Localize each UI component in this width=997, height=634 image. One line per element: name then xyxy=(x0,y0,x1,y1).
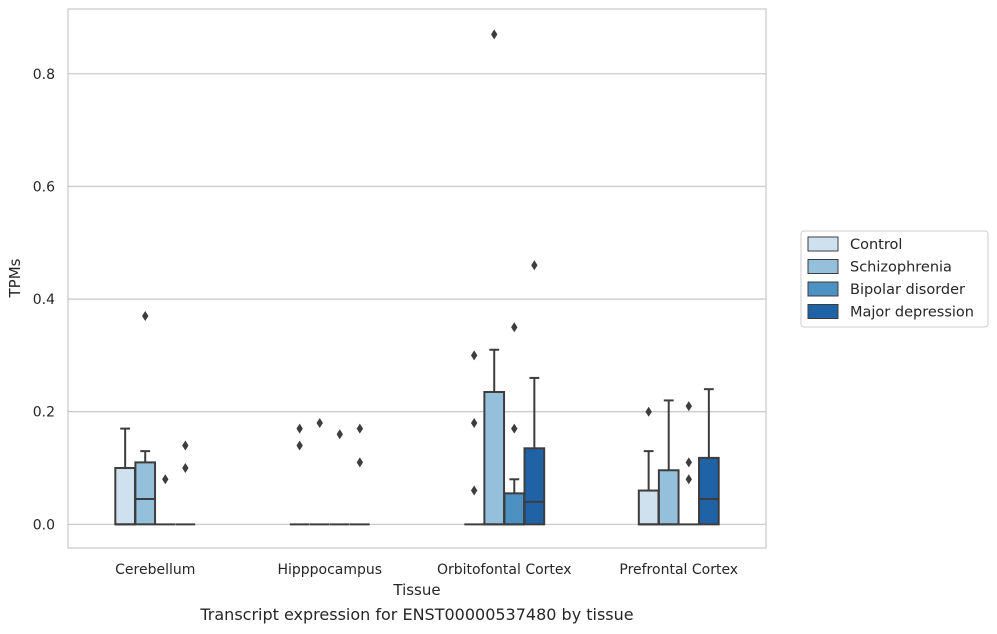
box-bipolar-disorder xyxy=(678,401,699,526)
outlier-point xyxy=(470,417,478,428)
outlier-point xyxy=(162,474,169,485)
y-axis-label: TPMs xyxy=(6,258,24,298)
box-control xyxy=(464,350,484,526)
legend-label: Major depression xyxy=(850,305,974,321)
box-body xyxy=(523,447,546,526)
outlier-point xyxy=(142,310,149,321)
y-tick-label: 0.6 xyxy=(33,179,55,195)
box-schizophrenia xyxy=(134,310,157,526)
x-axis-label: Tissue xyxy=(392,581,440,599)
outlier-point xyxy=(531,260,538,271)
box-major-depression xyxy=(698,388,720,526)
x-tick-label: Prefrontal Cortex xyxy=(619,562,738,578)
outlier-point xyxy=(316,417,323,428)
box-body xyxy=(637,489,660,526)
y-tick-label: 0.4 xyxy=(33,292,55,308)
outlier-point xyxy=(182,440,189,451)
outlier-point xyxy=(511,423,518,434)
y-tick-labels: 0.0 0.2 0.4 0.6 0.8 xyxy=(33,67,55,534)
box-body xyxy=(114,467,136,526)
box-schizophrenia xyxy=(309,417,330,526)
box-bipolar-disorder xyxy=(155,474,176,526)
box-bipolar-disorder xyxy=(503,322,526,526)
x-tick-labels: Cerebellum Hipppocampus Orbitofontal Corte… xyxy=(115,562,738,578)
legend-label: Control xyxy=(850,237,902,253)
y-tick-label: 0.8 xyxy=(33,67,55,83)
box-body xyxy=(698,456,720,526)
outlier-point xyxy=(511,322,518,333)
legend-label: Schizophrenia xyxy=(850,260,952,276)
outlier-point xyxy=(182,463,189,474)
box-major-depression xyxy=(175,440,196,526)
outlier-point xyxy=(645,406,652,417)
x-tick-label: Orbitofontal Cortex xyxy=(437,562,572,578)
legend-frame xyxy=(800,230,989,328)
chart-caption: Transcript expression for ENST0000053748… xyxy=(200,605,634,624)
box-body xyxy=(657,469,680,526)
outlier-point xyxy=(685,401,692,412)
outlier-point xyxy=(685,474,692,485)
y-tick-label: 0.0 xyxy=(33,517,55,533)
legend-label: Bipolar disorder xyxy=(850,282,965,298)
legend-swatch xyxy=(807,259,839,274)
plot-frame xyxy=(67,8,767,549)
box-control xyxy=(114,427,136,526)
box-bipolar-disorder xyxy=(329,429,350,526)
y-tick-label: 0.2 xyxy=(33,405,55,421)
box-control xyxy=(289,423,310,526)
outlier-point xyxy=(296,423,303,434)
box-major-depression xyxy=(350,423,370,526)
legend-swatch xyxy=(807,281,839,297)
outlier-point xyxy=(470,350,478,361)
x-tick-label: Cerebellum xyxy=(115,562,195,578)
box-body xyxy=(483,390,506,526)
outlier-point xyxy=(336,429,343,440)
box-schizophrenia xyxy=(483,29,506,526)
outlier-point xyxy=(491,29,498,40)
legend-swatch xyxy=(807,304,839,319)
outlier-point xyxy=(356,457,364,468)
outlier-point xyxy=(685,457,692,468)
box-series xyxy=(114,29,720,526)
box-major-depression xyxy=(523,260,546,526)
box-body xyxy=(503,492,526,526)
box-body xyxy=(134,461,157,526)
outlier-point xyxy=(470,485,478,496)
box-control xyxy=(637,406,660,526)
box-schizophrenia xyxy=(657,399,680,526)
outlier-point xyxy=(296,440,303,451)
legend: Control Schizophrenia Bipolar disorder Majo… xyxy=(800,230,989,328)
plot-background xyxy=(68,9,766,548)
legend-swatch xyxy=(807,236,839,252)
x-tick-label: Hipppocampus xyxy=(277,562,382,578)
outlier-point xyxy=(356,423,364,434)
